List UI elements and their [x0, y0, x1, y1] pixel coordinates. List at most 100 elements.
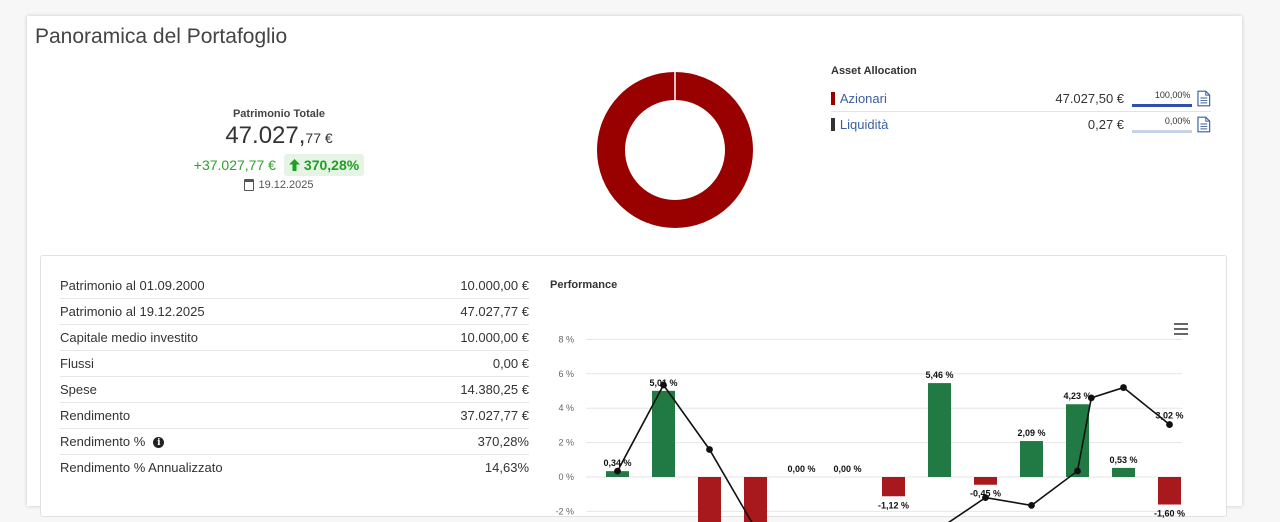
asset-allocation-title: Asset Allocation — [831, 65, 917, 77]
allocation-share: 100,00% — [1132, 89, 1193, 109]
donut-segment-azionari[interactable] — [597, 72, 753, 228]
allocation-share-text: 100,00% — [1154, 89, 1191, 100]
performance-bar — [1066, 404, 1089, 477]
cumulative-point — [982, 494, 989, 502]
document-icon[interactable] — [1197, 116, 1211, 133]
stats-row: Patrimonio al 19.12.2025 47.027,77 € — [60, 299, 529, 325]
stats-table: Patrimonio al 01.09.2000 10.000,00 € Patr… — [60, 273, 529, 480]
calendar-icon — [244, 179, 255, 191]
total-wealth-label: Patrimonio Totale — [232, 108, 326, 120]
performance-bar — [652, 390, 675, 477]
page-title: Panoramica del Portafoglio — [35, 25, 288, 48]
allocation-row-liquidita: Liquidità 0,27 € 0,00% — [831, 112, 1211, 137]
y-tick-label: 6 % — [558, 369, 574, 379]
allocation-name-link[interactable]: Liquidità — [839, 117, 889, 132]
cumulative-point — [1087, 394, 1095, 402]
y-tick-label: -2 % — [555, 506, 574, 516]
y-tick-label: 0 % — [558, 472, 574, 482]
performance-bar — [698, 477, 721, 522]
bar-data-label: 4,23 % — [1063, 391, 1091, 401]
performance-bar — [974, 477, 997, 485]
bar-data-label: 5,46 % — [925, 370, 953, 380]
allocation-share-track — [1132, 129, 1193, 133]
stats-value: 370,28% — [477, 434, 529, 449]
chart-menu-icon[interactable] — [1174, 323, 1188, 335]
stats-value: 37.027,77 € — [460, 408, 529, 423]
cumulative-point — [706, 446, 713, 453]
allocation-swatch — [831, 118, 835, 131]
y-tick-label: 8 % — [558, 334, 574, 344]
stats-value: 10.000,00 € — [460, 278, 529, 293]
performance-bar — [1112, 467, 1135, 477]
performance-title: Performance — [550, 279, 618, 291]
change-percent-badge: 370,28% — [283, 154, 365, 176]
stats-value: 10.000,00 € — [460, 330, 529, 345]
arrow-up-icon — [288, 159, 300, 171]
performance-stats-box: Patrimonio al 01.09.2000 10.000,00 € Patr… — [40, 255, 1227, 522]
allocation-row-azionari: Azionari 47.027,50 € 100,00% — [831, 86, 1211, 112]
change-absolute: +37.027,77 € — [193, 157, 276, 173]
bar-data-label: 2,09 % — [1017, 428, 1045, 438]
stats-row: Patrimonio al 01.09.2000 10.000,00 € — [60, 273, 529, 299]
document-icon[interactable] — [1197, 90, 1211, 107]
cumulative-point — [1120, 384, 1127, 391]
stats-label: Capitale medio investito — [60, 330, 199, 345]
stats-label-with-info: Rendimento % i — [60, 434, 165, 449]
bar-data-label: -1,60 % — [1154, 509, 1185, 519]
change-row: +37.027,77 € 370,28% — [179, 154, 379, 176]
total-wealth-summary: Patrimonio Totale 47.027,77 € +37.027,77… — [179, 108, 379, 191]
stats-label: Spese — [60, 382, 97, 397]
bar-data-label: -1,12 % — [878, 500, 909, 510]
line-data-label: 3,02 % — [1155, 411, 1183, 421]
stats-value: 0,00 € — [492, 356, 529, 371]
stats-label: Rendimento % — [60, 434, 146, 449]
performance-bar — [1020, 441, 1043, 477]
valuation-date-text: 19.12.2025 — [258, 179, 314, 191]
allocation-amount: 0,27 € — [1087, 117, 1125, 132]
y-tick-label: 2 % — [558, 438, 574, 448]
bar-data-label: 0,34 % — [603, 458, 631, 468]
stats-row: Flussi 0,00 € — [60, 351, 529, 377]
stats-value: 14,63% — [484, 460, 529, 475]
valuation-date: 19.12.2025 — [179, 179, 379, 191]
stats-row: Capitale medio investito 10.000,00 € — [60, 325, 529, 351]
bar-data-label: 0,00 % — [787, 464, 815, 474]
asset-allocation: Asset Allocation Azionari 47.027,50 € 10… — [831, 65, 1211, 137]
stats-label: Rendimento % Annualizzato — [60, 460, 223, 475]
total-wealth-value: 47.027,77 € — [179, 122, 379, 150]
allocation-share: 0,00% — [1132, 115, 1193, 135]
stats-label: Patrimonio al 19.12.2025 — [60, 304, 205, 319]
bar-data-label: 0,53 % — [1109, 455, 1137, 465]
cumulative-point — [614, 467, 621, 475]
cumulative-point — [1028, 501, 1035, 509]
cumulative-point — [660, 381, 667, 389]
portfolio-overview-panel: Panoramica del Portafoglio Patrimonio To… — [27, 16, 1242, 522]
allocation-name-link[interactable]: Azionari — [839, 91, 887, 106]
allocation-swatch — [831, 92, 835, 105]
total-wealth-int: 47.027, — [225, 122, 306, 149]
y-tick-label: 4 % — [558, 403, 574, 413]
bar-data-label: -0,45 % — [970, 489, 1001, 499]
stats-value: 47.027,77 € — [460, 304, 529, 319]
info-icon[interactable]: i — [153, 437, 165, 449]
stats-row: Spese 14.380,25 € — [60, 377, 529, 403]
performance-bar — [928, 383, 951, 477]
stats-row: Rendimento % Annualizzato 14,63% — [60, 455, 529, 480]
stats-value: 14.380,25 € — [460, 382, 529, 397]
total-wealth-dec: 77 € — [305, 130, 333, 146]
performance-chart: 8 %6 %4 %2 %0 %-2 %0,34 %5,01 %0,00 % 0,0… — [555, 334, 1185, 522]
allocation-amount: 47.027,50 € — [1055, 91, 1125, 106]
stats-row: Rendimento 37.027,77 € — [60, 403, 529, 429]
cumulative-point — [1166, 421, 1173, 428]
stats-label: Rendimento — [60, 408, 131, 423]
stats-row: Rendimento % i 370,28% — [60, 429, 529, 455]
performance-bar — [882, 477, 905, 497]
stats-label: Flussi — [60, 356, 94, 371]
bar-data-label: 0,00 % — [833, 464, 861, 474]
performance-bar — [1158, 477, 1181, 505]
cumulative-point — [1074, 467, 1081, 475]
allocation-share-text: 0,00% — [1164, 115, 1191, 126]
change-percent: 370,28% — [303, 157, 360, 173]
stats-label: Patrimonio al 01.09.2000 — [60, 278, 205, 293]
allocation-donut-chart — [597, 72, 753, 228]
